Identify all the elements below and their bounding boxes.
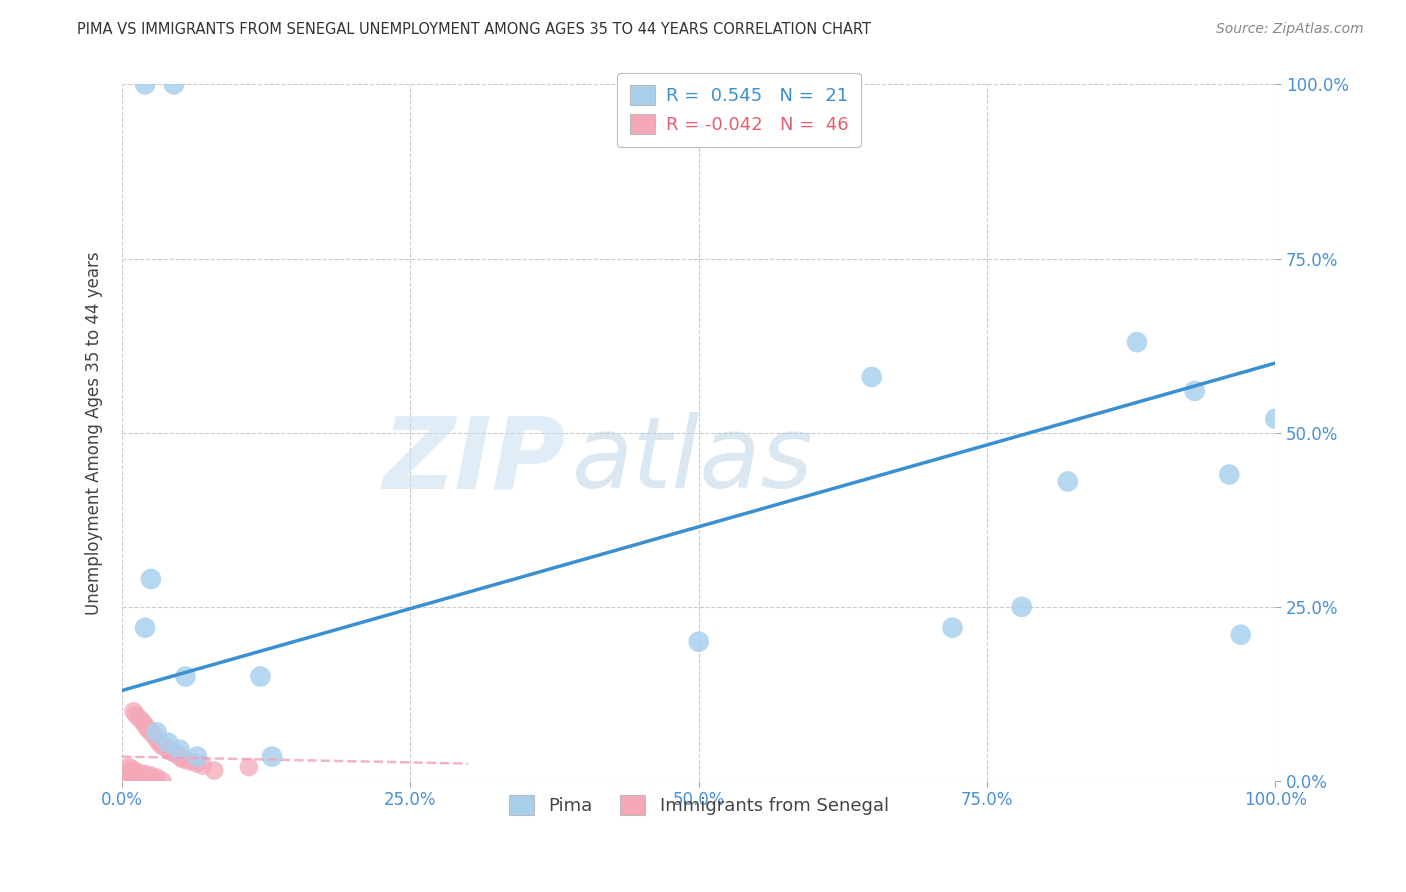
Point bbox=[191, 758, 214, 772]
Point bbox=[186, 756, 208, 771]
Point bbox=[152, 739, 174, 754]
Point bbox=[145, 732, 167, 747]
Point bbox=[115, 774, 138, 789]
Point bbox=[157, 742, 180, 756]
Point bbox=[136, 722, 159, 736]
Point bbox=[120, 774, 142, 789]
Point bbox=[1011, 599, 1033, 614]
Point bbox=[152, 774, 174, 789]
Legend: Pima, Immigrants from Senegal: Pima, Immigrants from Senegal bbox=[499, 786, 897, 824]
Point bbox=[134, 621, 156, 635]
Point bbox=[118, 774, 141, 789]
Point bbox=[145, 725, 167, 739]
Point bbox=[170, 752, 193, 766]
Point bbox=[117, 760, 139, 774]
Point bbox=[941, 621, 963, 635]
Point bbox=[125, 774, 148, 789]
Point bbox=[117, 772, 139, 786]
Point bbox=[143, 729, 166, 743]
Y-axis label: Unemployment Among Ages 35 to 44 years: Unemployment Among Ages 35 to 44 years bbox=[86, 251, 103, 615]
Point bbox=[238, 760, 260, 774]
Point bbox=[145, 771, 167, 785]
Point bbox=[1264, 411, 1286, 425]
Point bbox=[1056, 475, 1078, 489]
Point bbox=[134, 718, 156, 732]
Point bbox=[128, 773, 150, 788]
Point bbox=[157, 736, 180, 750]
Point bbox=[122, 774, 145, 789]
Point bbox=[180, 755, 202, 769]
Point bbox=[169, 742, 191, 756]
Point bbox=[134, 78, 156, 92]
Point bbox=[114, 771, 136, 785]
Point bbox=[174, 669, 197, 683]
Point bbox=[128, 711, 150, 725]
Point bbox=[132, 774, 155, 789]
Point bbox=[139, 572, 162, 586]
Point bbox=[166, 747, 188, 762]
Point bbox=[132, 714, 155, 729]
Point bbox=[125, 707, 148, 722]
Point bbox=[860, 370, 883, 384]
Point bbox=[174, 753, 197, 767]
Point bbox=[688, 634, 710, 648]
Point bbox=[163, 746, 186, 760]
Text: ZIP: ZIP bbox=[382, 412, 567, 509]
Point bbox=[1230, 628, 1253, 642]
Text: atlas: atlas bbox=[572, 412, 814, 509]
Point bbox=[202, 764, 225, 778]
Point bbox=[155, 740, 177, 755]
Point bbox=[1184, 384, 1206, 398]
Point bbox=[143, 774, 166, 789]
Point bbox=[148, 736, 170, 750]
Point bbox=[159, 745, 181, 759]
Point bbox=[134, 767, 156, 781]
Point bbox=[128, 765, 150, 780]
Point bbox=[1218, 467, 1240, 482]
Point bbox=[169, 749, 191, 764]
Point bbox=[122, 772, 145, 787]
Point bbox=[112, 774, 135, 789]
Text: Source: ZipAtlas.com: Source: ZipAtlas.com bbox=[1216, 22, 1364, 37]
Text: PIMA VS IMMIGRANTS FROM SENEGAL UNEMPLOYMENT AMONG AGES 35 TO 44 YEARS CORRELATI: PIMA VS IMMIGRANTS FROM SENEGAL UNEMPLOY… bbox=[77, 22, 872, 37]
Point bbox=[139, 768, 162, 782]
Point bbox=[122, 704, 145, 718]
Point bbox=[120, 761, 142, 775]
Point bbox=[1126, 335, 1149, 350]
Point bbox=[122, 764, 145, 778]
Point bbox=[163, 78, 186, 92]
Point bbox=[125, 773, 148, 788]
Point bbox=[260, 749, 283, 764]
Point bbox=[136, 774, 159, 789]
Point bbox=[249, 669, 271, 683]
Point bbox=[186, 749, 208, 764]
Point bbox=[139, 725, 162, 739]
